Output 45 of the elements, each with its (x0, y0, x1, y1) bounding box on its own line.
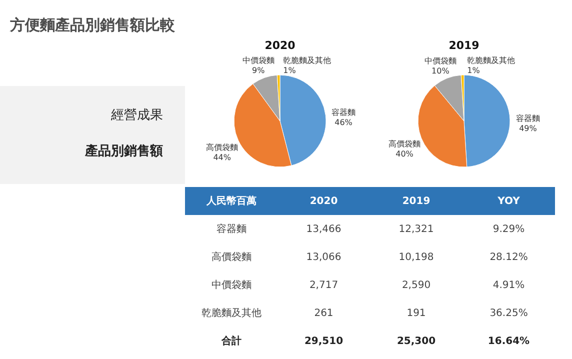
text: 產品別銷售額 (85, 142, 163, 160)
data-label: 13,066 (306, 252, 342, 263)
text: 經營成果 (111, 107, 163, 124)
data-label: 4.91% (492, 280, 525, 291)
data-label: 10% (432, 66, 450, 76)
data-label: 1% (283, 66, 296, 76)
category-label: 乾脆麵及其他 (201, 307, 262, 319)
category-label: 合計 (220, 335, 242, 347)
slice-label: 高價袋麵 (206, 143, 238, 152)
data-label: 191 (406, 308, 426, 319)
category-label: 中價袋麵 (211, 279, 252, 291)
data-label: 16.64% (488, 336, 530, 347)
text: 方便麵產品別銷售額比較 (10, 16, 175, 35)
data-label: 44% (213, 153, 232, 162)
chart-title: 2019 (448, 39, 480, 52)
slice-label: 高價袋麵 (388, 140, 420, 149)
data-label: 40% (396, 150, 414, 159)
slice-label: 中價袋麵 (424, 56, 456, 66)
data-label: 2,717 (309, 280, 338, 291)
text: YOY (496, 196, 521, 207)
data-label: 12,321 (398, 224, 434, 235)
category-label: 容器麵 (216, 223, 246, 235)
data-label: 25,300 (396, 336, 436, 347)
slice-label: 中價袋麵 (242, 56, 274, 65)
text: 2019 (402, 196, 430, 207)
slice-label: 乾脆麵及其他 (467, 56, 516, 66)
slice-label: 乾脆麵及其他 (283, 56, 332, 66)
data-label: 28.12% (490, 252, 528, 263)
data-label: 29,510 (304, 336, 344, 347)
data-label: 9% (252, 66, 266, 75)
data-label: 46% (334, 118, 353, 127)
chart-title: 2020 (264, 39, 296, 52)
text: 人民幣百萬 (205, 195, 256, 207)
data-label: 9.29% (492, 224, 525, 235)
data-label: 2,590 (402, 280, 431, 291)
data-label: 10,198 (398, 252, 434, 263)
data-label: 13,466 (306, 224, 342, 235)
slice-label: 容器麵 (516, 114, 540, 123)
category-label: 高價袋麵 (211, 251, 252, 263)
text: 2020 (310, 196, 338, 207)
data-label: 1% (467, 66, 480, 76)
data-label: 49% (519, 124, 538, 133)
data-label: 261 (314, 308, 334, 319)
slice-label: 容器麵 (331, 108, 356, 117)
data-label: 36.25% (490, 308, 528, 319)
